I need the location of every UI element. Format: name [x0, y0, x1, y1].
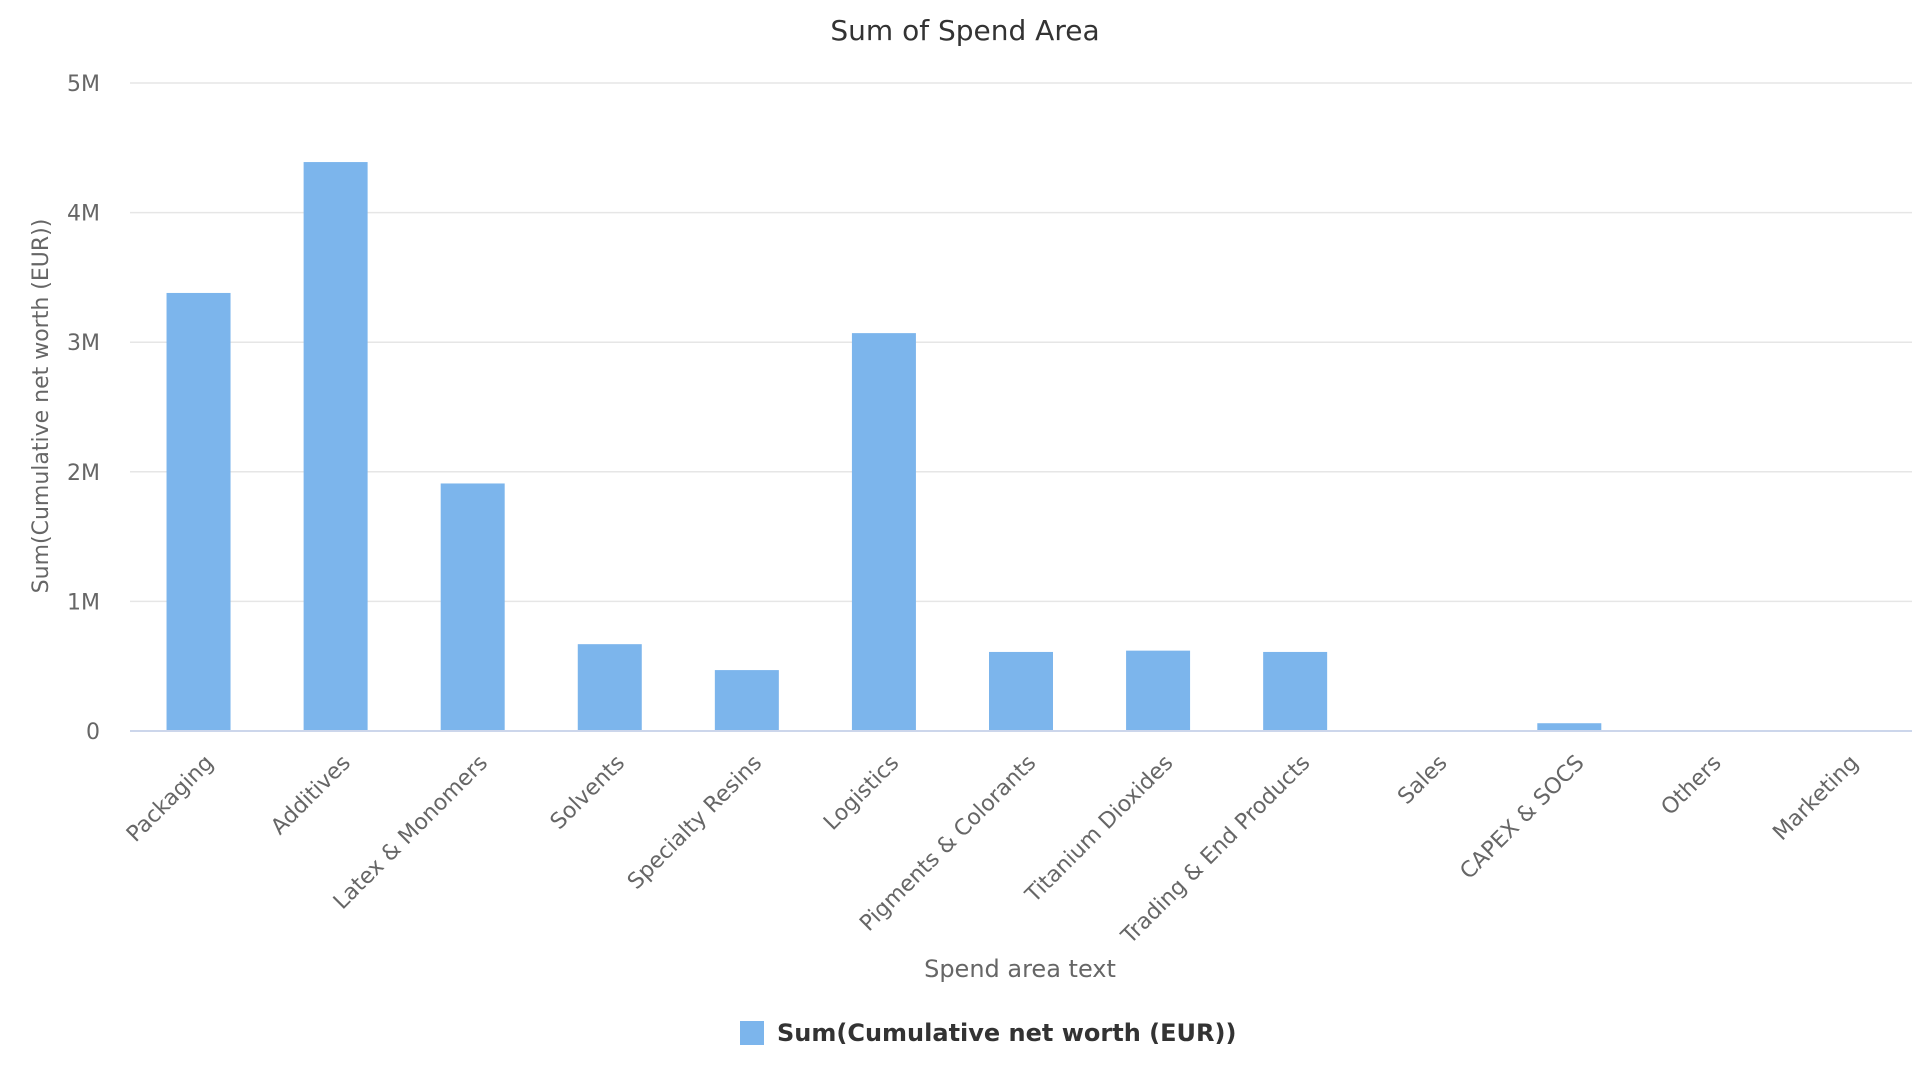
bar[interactable]	[1263, 651, 1328, 731]
bar[interactable]	[1126, 650, 1191, 731]
legend[interactable]: Sum(Cumulative net worth (EUR))	[740, 1019, 1236, 1047]
x-tick-label: Logistics	[819, 751, 904, 836]
bar[interactable]	[577, 644, 642, 731]
legend-swatch	[740, 1021, 764, 1045]
y-axis-label: Sum(Cumulative net worth (EUR))	[29, 219, 54, 594]
bar[interactable]	[989, 651, 1053, 731]
y-tick-label: 5M	[67, 72, 100, 97]
chart-title: Sum of Spend Area	[830, 14, 1099, 47]
x-tick-label: Specialty Resins	[623, 751, 767, 895]
x-axis-label: Spend area text	[924, 955, 1116, 983]
y-tick-label: 0	[86, 720, 100, 745]
y-tick-label: 4M	[67, 202, 100, 227]
x-tick-label: Latex & Monomers	[329, 751, 493, 915]
gridlines	[130, 82, 1912, 603]
x-tick-label: Marketing	[1768, 751, 1863, 846]
bar[interactable]	[440, 483, 505, 731]
bar[interactable]	[714, 670, 779, 731]
legend-label: Sum(Cumulative net worth (EUR))	[777, 1019, 1236, 1047]
x-tick-label: Others	[1657, 751, 1727, 821]
x-tick-label: Additives	[266, 751, 355, 840]
bar[interactable]	[166, 292, 231, 731]
x-tick-label: Sales	[1393, 751, 1452, 810]
bars	[166, 162, 1602, 731]
bar[interactable]	[851, 333, 916, 731]
bar[interactable]	[1537, 723, 1602, 731]
x-tick-label: Solvents	[546, 751, 630, 835]
x-tick-label: Titanium Dioxides	[1020, 751, 1178, 909]
y-axis-ticks: 0 1M 2M 3M 4M 5M	[67, 72, 100, 745]
x-tick-label: CAPEX & SOCS	[1456, 751, 1590, 885]
y-tick-label: 1M	[67, 590, 100, 615]
y-tick-label: 2M	[67, 461, 100, 486]
bar[interactable]	[303, 162, 368, 731]
x-tick-label: Packaging	[122, 751, 219, 848]
y-tick-label: 3M	[67, 331, 100, 356]
